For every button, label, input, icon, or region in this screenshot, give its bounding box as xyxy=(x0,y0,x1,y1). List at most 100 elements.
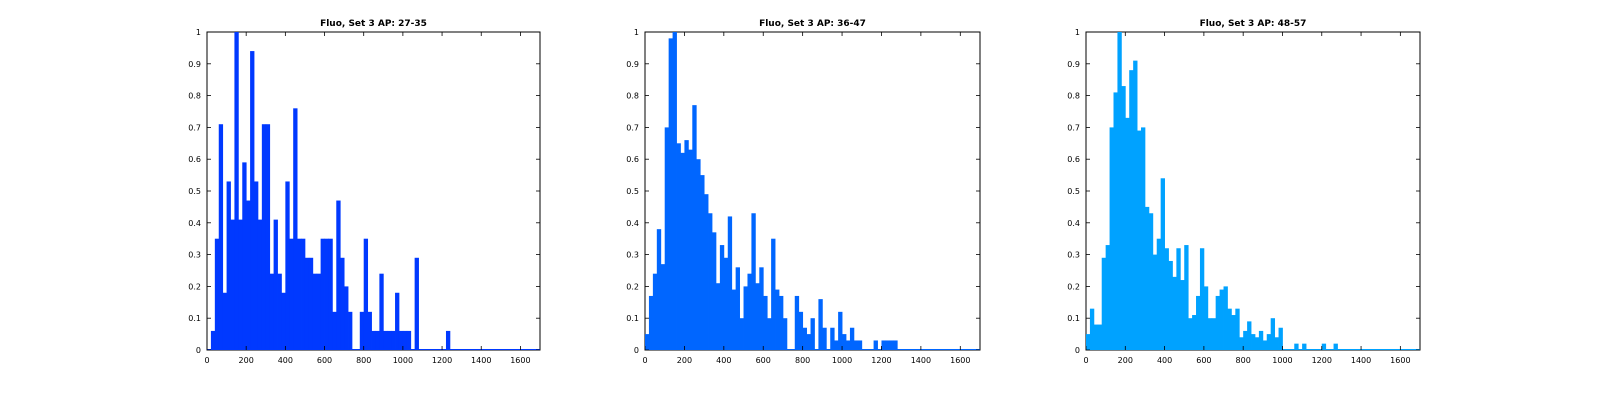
histogram-bar xyxy=(680,152,685,350)
histogram-bar xyxy=(1144,206,1150,350)
histogram-bar xyxy=(1093,324,1099,350)
histogram-bar xyxy=(652,273,658,350)
histogram-bar xyxy=(375,330,380,350)
histogram-bar xyxy=(1243,330,1248,350)
histogram-bar xyxy=(1176,248,1181,350)
histogram-bar xyxy=(312,273,318,350)
histogram-bar xyxy=(692,105,697,350)
histogram-panel-1: 0 200 400 600 800 1000 1200 1400 1600 0 0.1 0.2 0.3 0… xyxy=(188,19,541,365)
histogram-bar xyxy=(708,213,713,350)
y-tick-label: 0.9 xyxy=(1067,60,1080,69)
histogram-bar xyxy=(822,327,827,350)
histogram-bar xyxy=(1274,337,1279,350)
histogram-bar xyxy=(853,340,859,350)
histogram-bar xyxy=(1196,295,1201,350)
x-tick-label: 1600 xyxy=(1390,356,1410,365)
histogram-bar xyxy=(775,289,780,350)
x-tick-label: 200 xyxy=(677,356,692,365)
y-tick-label: 0.5 xyxy=(626,187,639,196)
histogram-bar xyxy=(779,295,784,350)
histogram-bar xyxy=(398,330,404,350)
histogram-bar xyxy=(332,311,337,350)
histogram-bar xyxy=(1192,315,1197,350)
histogram-bar xyxy=(344,286,349,350)
histogram-bar xyxy=(391,330,396,350)
histogram-bar xyxy=(660,264,666,350)
histogram-bar xyxy=(254,181,259,350)
histogram-bar xyxy=(700,175,705,350)
histogram-bar xyxy=(1184,245,1189,350)
y-tick-label: 0.9 xyxy=(188,60,201,69)
histogram-bar xyxy=(696,159,701,350)
histogram-bar xyxy=(1203,286,1209,350)
histogram-bar xyxy=(668,38,673,351)
y-tick-label: 0.7 xyxy=(1067,123,1080,132)
y-tick-label: 0.8 xyxy=(1067,92,1080,101)
x-tick-label: 400 xyxy=(1157,356,1172,365)
histogram-bar xyxy=(857,340,863,350)
histogram-bar xyxy=(230,219,235,350)
x-tick-label: 1400 xyxy=(471,356,491,365)
histogram-bar xyxy=(261,124,267,350)
y-tick-label: 0 xyxy=(634,346,639,355)
y-tick-label: 0.7 xyxy=(188,123,201,132)
histogram-bar xyxy=(1105,245,1110,350)
histogram-bar xyxy=(846,340,851,350)
histogram-bar xyxy=(1254,337,1260,350)
histogram-bar xyxy=(281,292,286,350)
x-tick-label: 600 xyxy=(317,356,332,365)
histogram-bar xyxy=(1129,70,1134,350)
x-tick-label: 1600 xyxy=(950,356,970,365)
histogram-bar xyxy=(771,238,776,350)
histogram-bar xyxy=(834,340,839,350)
histogram-bar xyxy=(759,267,764,350)
histogram-bar xyxy=(782,318,788,350)
histogram-bar xyxy=(1302,343,1307,350)
histogram-bar xyxy=(1239,337,1244,350)
histogram-bar xyxy=(1180,280,1185,350)
x-tick-label: 1600 xyxy=(510,356,530,365)
y-tick-label: 1 xyxy=(1075,28,1080,37)
histogram-bar xyxy=(672,32,677,350)
histogram-bar xyxy=(269,273,274,350)
histogram-bar xyxy=(873,340,878,350)
y-tick-label: 0.2 xyxy=(626,282,639,291)
histogram-bar xyxy=(723,257,729,350)
histogram-bar xyxy=(1258,330,1264,350)
y-tick-label: 0.7 xyxy=(626,123,639,132)
histogram-bar xyxy=(1270,318,1276,350)
histogram-bar xyxy=(1231,315,1236,350)
y-tick-label: 0.1 xyxy=(1067,314,1080,323)
histogram-bar xyxy=(1223,286,1228,350)
x-tick-label: 1000 xyxy=(393,356,413,365)
histogram-bar xyxy=(1235,308,1240,350)
y-tick-label: 0.3 xyxy=(626,251,639,260)
histogram-bar xyxy=(1164,248,1169,350)
histogram-bar xyxy=(1262,340,1268,350)
histogram-bar xyxy=(340,257,345,350)
histogram-bar xyxy=(648,295,654,350)
y-tick-label: 0.3 xyxy=(188,251,201,260)
histogram-bar xyxy=(250,51,255,350)
y-tick-label: 0 xyxy=(196,346,201,355)
histogram-bar xyxy=(794,295,800,350)
histogram-bar xyxy=(767,318,772,350)
histogram-bar xyxy=(1251,334,1256,350)
y-tick-label: 0.2 xyxy=(188,282,201,291)
histogram-bar xyxy=(1188,318,1193,350)
histogram-bar xyxy=(1148,213,1154,350)
histogram-bar xyxy=(1113,92,1118,351)
histogram-bar xyxy=(688,149,693,350)
histogram-bar xyxy=(731,289,737,350)
histogram-bar xyxy=(273,219,278,350)
histogram-bar xyxy=(402,330,408,350)
y-tick-label: 0.4 xyxy=(188,219,201,228)
x-tick-label: 0 xyxy=(204,356,209,365)
histogram-bar xyxy=(238,219,243,350)
histogram-panel-3: 0 200 400 600 800 1000 1200 1400 1600 0 0.1 0.2 0.3 0… xyxy=(1067,19,1421,365)
histogram-bar xyxy=(242,162,247,350)
y-tick-label: 0.6 xyxy=(1067,155,1080,164)
y-tick-label: 0.2 xyxy=(1067,282,1080,291)
histogram-bar xyxy=(226,181,231,350)
